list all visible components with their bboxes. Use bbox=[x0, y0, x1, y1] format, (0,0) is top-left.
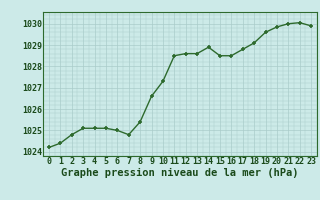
X-axis label: Graphe pression niveau de la mer (hPa): Graphe pression niveau de la mer (hPa) bbox=[61, 168, 299, 178]
